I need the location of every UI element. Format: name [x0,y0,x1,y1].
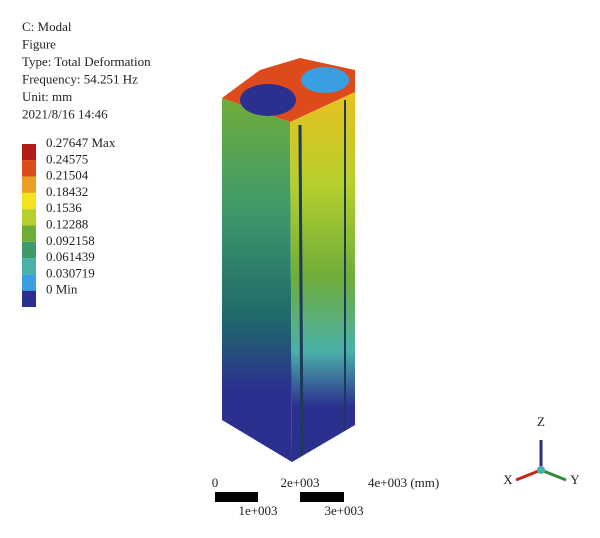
legend-swatch [22,290,36,307]
scale-label: 2e+003 [280,475,319,490]
header-line: C: Modal [22,19,72,34]
legend-label: 0.27647 Max [46,135,116,150]
legend-label: 0.21504 [46,168,89,183]
scale-label: 3e+003 [324,503,363,518]
legend-swatch [22,209,36,226]
legend-label: 0.18432 [46,184,88,199]
legend-label: 0.061439 [46,249,95,264]
legend-label: 0.030719 [46,265,95,280]
legend-label: 0.12288 [46,216,88,231]
legend-label: 0.24575 [46,151,88,166]
legend-swatch [22,241,36,259]
legend-label: 0.092158 [46,233,95,248]
legend-swatch [22,192,36,210]
scale-bar [215,492,344,502]
header-line: Unit: mm [22,89,72,104]
axis-label: X [503,472,513,487]
header-line: Frequency: 54.251 Hz [22,71,138,86]
scale-label: 1e+003 [238,503,277,518]
triad [515,440,567,482]
scale-label: 4e+003 (mm) [368,475,439,490]
legend-swatch [22,274,36,291]
legend-label: 0.1536 [46,200,82,215]
model [222,58,355,462]
legend-swatch [22,225,36,242]
legend-swatch [22,176,36,193]
legend-label: 0 Min [46,282,78,297]
axis-label: Y [570,472,580,487]
legend-swatch [22,160,36,177]
axis-label: Z [537,414,545,429]
header-line: 2021/8/16 14:46 [22,106,108,121]
scale-label: 0 [212,475,219,490]
legend-swatch [22,144,36,161]
header-line: Type: Total Deformation [22,54,151,69]
header-line: Figure [22,36,56,51]
legend-swatch [22,258,36,275]
